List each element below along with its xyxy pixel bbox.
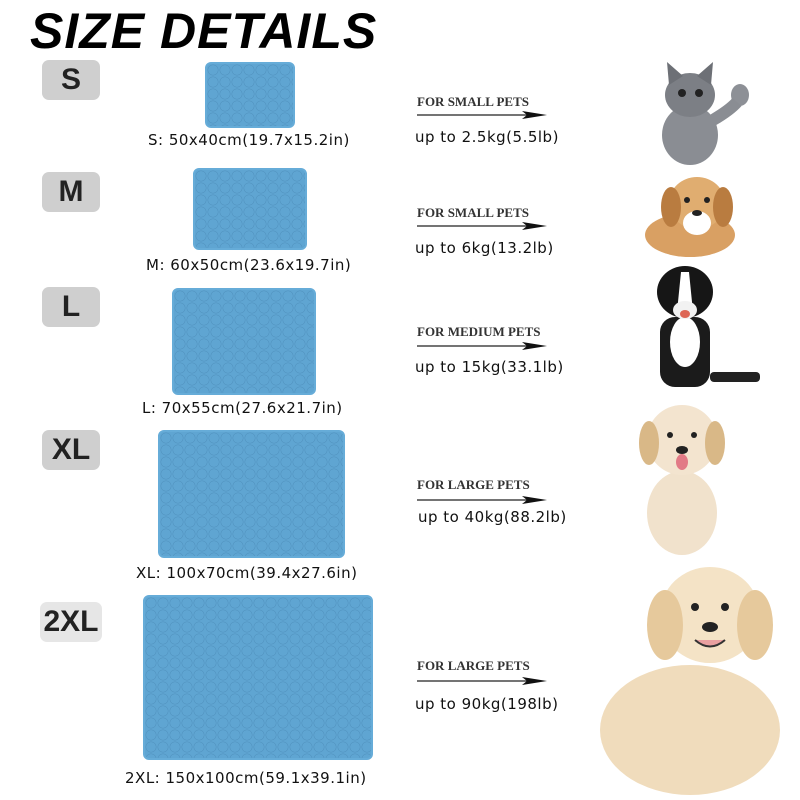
weight-limit-m: up to 6kg(13.2lb) (415, 239, 554, 257)
arrow-icon (417, 677, 547, 685)
size-dimensions-m: M: 60x50cm(23.6x19.7in) (146, 256, 352, 274)
labrador-puppy-image (639, 405, 725, 555)
kitten-image (662, 62, 749, 165)
size-badge-l: L (42, 287, 100, 327)
size-badge-xl: XL (42, 430, 100, 470)
mat-image-xl (158, 430, 345, 558)
pet-category-m: FOR SMALL PETS (417, 205, 529, 220)
pet-category-s: FOR SMALL PETS (417, 94, 529, 109)
arrow-icon (417, 342, 547, 350)
weight-limit-l: up to 15kg(33.1lb) (415, 358, 564, 376)
arrow-icon (417, 496, 547, 504)
pet-category-2xl: FOR LARGE PETS (417, 658, 530, 673)
size-dimensions-s: S: 50x40cm(19.7x15.2in) (148, 131, 350, 149)
golden-retriever-image (600, 567, 780, 795)
size-badge-m: M (42, 172, 100, 212)
mat-image-2xl (143, 595, 373, 760)
mat-image-s (205, 62, 295, 128)
size-dimensions-xl: XL: 100x70cm(39.4x27.6in) (136, 564, 358, 582)
size-dimensions-2xl: 2XL: 150x100cm(59.1x39.1in) (125, 769, 367, 787)
arrow-icon (417, 222, 547, 230)
pet-category-xl: FOR LARGE PETS (417, 477, 530, 492)
size-dimensions-l: L: 70x55cm(27.6x21.7in) (142, 399, 343, 417)
weight-limit-2xl: up to 90kg(198lb) (415, 695, 559, 713)
border-collie-image (657, 266, 760, 387)
arrow-icon (417, 111, 547, 119)
weight-limit-s: up to 2.5kg(5.5lb) (415, 128, 559, 146)
puppy-image (645, 177, 735, 257)
size-badge-2xl: 2XL (40, 602, 102, 642)
mat-image-m (193, 168, 307, 250)
weight-limit-xl: up to 40kg(88.2lb) (418, 508, 567, 526)
size-badge-s: S (42, 60, 100, 100)
pet-category-l: FOR MEDIUM PETS (417, 324, 541, 339)
page-title: SIZE DETAILS (30, 3, 378, 59)
mat-image-l (172, 288, 316, 395)
